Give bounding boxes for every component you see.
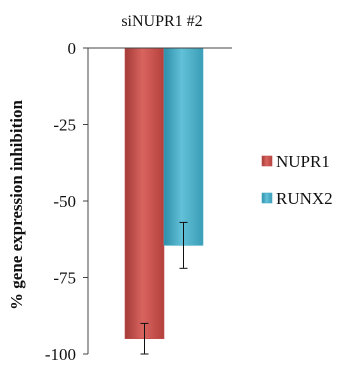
error-bars [140, 221, 188, 355]
y-axis-label: % gene expression inhibition [7, 100, 26, 310]
bar-runx2 [163, 47, 204, 246]
y-tick-label: -25 [53, 116, 76, 135]
legend-label-runx2: RUNX2 [276, 189, 333, 208]
legend: NUPR1 RUNX2 [261, 152, 333, 208]
y-tick-label: -50 [53, 192, 76, 211]
bars [124, 47, 204, 340]
y-tick-label: 0 [68, 39, 77, 58]
legend-swatch-nupr1 [261, 155, 273, 167]
bar-nupr1 [124, 47, 165, 340]
y-tick-label: -75 [53, 269, 76, 288]
legend-label-nupr1: NUPR1 [276, 152, 330, 171]
y-axis-ticks: 0 -25 -50 -75 -100 [45, 39, 88, 364]
y-tick-label: -100 [45, 345, 76, 364]
chart-title: siNUPR1 #2 [121, 13, 202, 30]
legend-swatch-runx2 [261, 192, 273, 204]
